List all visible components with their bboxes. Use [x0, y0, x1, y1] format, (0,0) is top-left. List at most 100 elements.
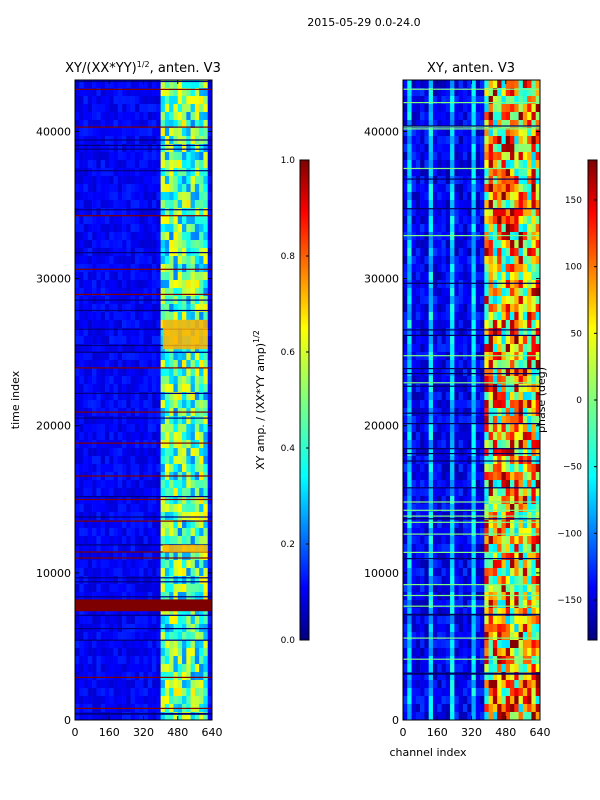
heatmap-cell: [450, 144, 455, 153]
x-tick-label: 640: [202, 726, 223, 739]
heatmap-cell: [445, 432, 451, 441]
heatmap-cell: [75, 664, 80, 673]
heatmap-cell: [126, 432, 131, 441]
heatmap-cell: [113, 480, 119, 489]
heatmap-cell: [100, 376, 106, 385]
heatmap-cell: [92, 432, 97, 441]
heatmap-cell: [454, 656, 459, 665]
heatmap-cell: [117, 672, 123, 681]
heatmap-cell: [83, 80, 89, 89]
heatmap-cell: [190, 616, 196, 625]
heatmap-cell: [514, 168, 519, 177]
heatmap-cell: [203, 568, 209, 577]
heatmap-cell: [467, 456, 472, 465]
heatmap-cell: [143, 392, 149, 401]
heatmap-cell: [173, 192, 179, 201]
heatmap-cell: [190, 504, 196, 513]
heatmap-cell: [152, 232, 157, 241]
heatmap-cell: [134, 648, 140, 657]
heatmap-cell: [501, 648, 507, 657]
heatmap-cell: [83, 200, 89, 209]
heatmap-cell: [415, 336, 421, 345]
heatmap-cell: [475, 656, 481, 665]
heatmap-cell: [160, 440, 166, 449]
heatmap-cell: [96, 560, 101, 569]
heatmap-cell: [117, 280, 123, 289]
heatmap-cell: [514, 568, 519, 577]
heatmap-cell: [403, 648, 408, 657]
heatmap-cell: [484, 376, 489, 385]
heatmap-cell: [126, 232, 131, 241]
heatmap-cell: [514, 408, 519, 417]
heatmap-cell: [518, 192, 524, 201]
heatmap-cell: [87, 264, 93, 273]
heatmap-cell: [79, 224, 84, 233]
heatmap-cell: [492, 296, 498, 305]
heatmap-cell: [454, 80, 459, 89]
heatmap-cell: [160, 416, 166, 425]
heatmap-cell: [156, 256, 161, 265]
heatmap-cell: [501, 160, 507, 169]
heatmap-cell: [122, 520, 127, 529]
heatmap-cell: [522, 520, 528, 529]
heatmap-cell: [488, 440, 494, 449]
heatmap-cell: [87, 224, 93, 233]
heatmap-cell: [134, 304, 140, 313]
heatmap-cell: [199, 312, 204, 321]
heatmap-cell: [126, 416, 131, 425]
heatmap-cell: [510, 200, 515, 209]
heatmap-cell: [462, 416, 468, 425]
heatmap-cell: [505, 568, 511, 577]
heatmap-cell: [471, 608, 477, 617]
heatmap-cell: [164, 632, 170, 641]
heatmap-cell: [450, 240, 455, 249]
heatmap-cell: [407, 112, 412, 121]
heatmap-cell: [415, 568, 421, 577]
heatmap-cell: [104, 512, 110, 521]
heatmap-cell: [156, 608, 161, 617]
heatmap-cell: [501, 640, 507, 649]
heatmap-cell: [92, 640, 97, 649]
heatmap-cell: [510, 624, 515, 633]
heatmap-cell: [75, 432, 80, 441]
heatmap-cell: [437, 184, 442, 193]
heatmap-cell: [156, 520, 161, 529]
heatmap-cell: [501, 536, 507, 545]
heatmap-cell: [164, 696, 170, 705]
heatmap-cell: [462, 160, 468, 169]
heatmap-cell: [156, 448, 161, 457]
right-panel-title: XY, anten. V3: [427, 61, 515, 76]
heatmap-cell: [92, 464, 97, 473]
heatmap-cell: [531, 344, 537, 353]
heatmap-cell: [505, 640, 511, 649]
heatmap-cell: [450, 464, 455, 473]
heatmap-cell: [173, 376, 179, 385]
heatmap-cell: [497, 504, 502, 513]
heatmap-cell: [100, 432, 106, 441]
heatmap-cell: [194, 480, 200, 489]
heatmap-cell: [152, 544, 157, 553]
heatmap-cell: [190, 352, 196, 361]
heatmap-cell: [437, 360, 442, 369]
heatmap-cell: [160, 392, 166, 401]
heatmap-cell: [467, 256, 472, 265]
heatmap-cell: [169, 608, 174, 617]
heatmap-cell: [134, 120, 140, 129]
heatmap-cell: [458, 640, 464, 649]
heatmap-cell: [96, 464, 101, 473]
heatmap-cell: [190, 528, 196, 537]
heatmap-cell: [437, 104, 442, 113]
heatmap-cell: [152, 152, 157, 161]
heatmap-cell: [160, 360, 166, 369]
heatmap-cell: [190, 152, 196, 161]
heatmap-cell: [450, 528, 455, 537]
heatmap-cell: [441, 400, 447, 409]
heatmap-cell: [126, 680, 131, 689]
heatmap-cell: [475, 152, 481, 161]
heatmap-cell: [207, 456, 213, 465]
heatmap-cell: [113, 280, 119, 289]
heatmap-cell: [510, 184, 515, 193]
heatmap-cell: [113, 336, 119, 345]
heatmap-cell: [432, 104, 438, 113]
heatmap-cell: [169, 648, 174, 657]
